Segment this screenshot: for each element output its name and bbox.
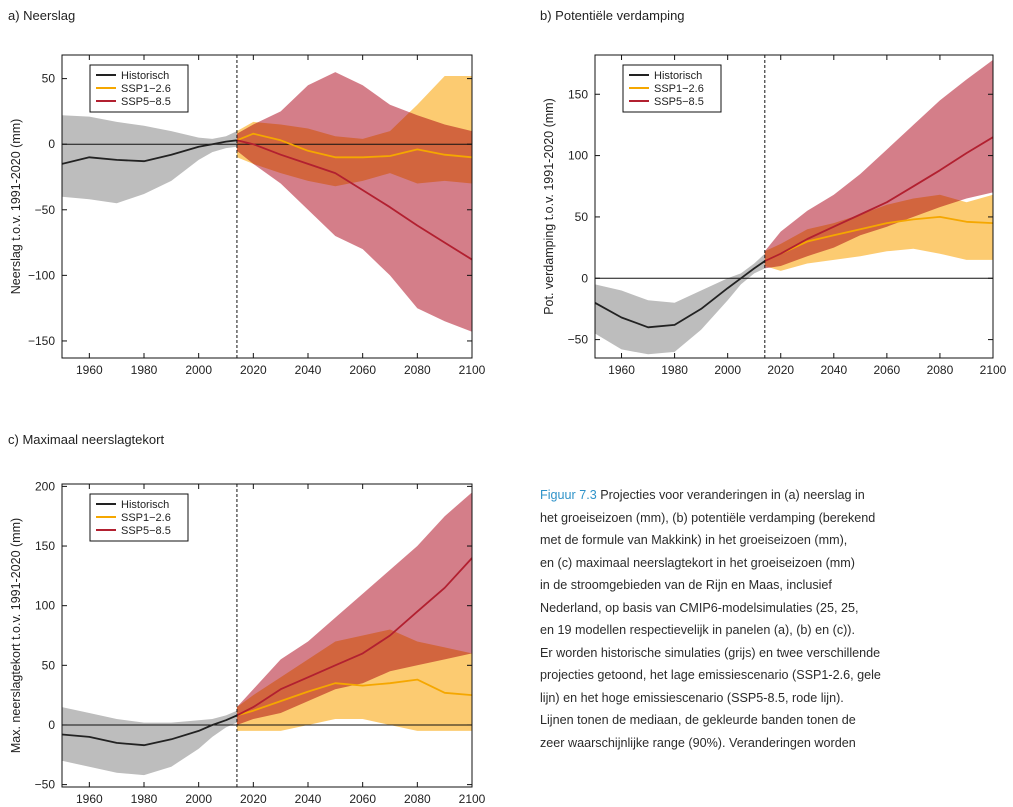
median-line-ssp126: [764, 216, 993, 262]
legend-label: Historisch: [654, 70, 702, 82]
caption-line-4: in de stroomgebieden van de Rijn en Maas…: [540, 578, 832, 592]
x-tick-label: 2060: [874, 363, 901, 377]
x-tick-label: 2020: [240, 792, 267, 806]
band-ssp126: [236, 76, 472, 187]
chart-panel-0: a) Neerslag 1960 1980 2000 2020 2040 2060 2080 2…: [8, 8, 486, 377]
caption-line-2: met de formule van Makkink) in het groei…: [540, 533, 848, 547]
y-tick-label: 200: [35, 479, 55, 493]
caption-line-8: projecties getoond, het lage emissiescen…: [540, 668, 881, 682]
chart-title: a) Neerslag: [8, 8, 75, 23]
plot-frame: [594, 54, 994, 359]
y-tick-label: −50: [568, 333, 589, 347]
x-tick-label: 2020: [240, 363, 267, 377]
y-axis-label: Pot. verdamping t.o.v. 1991-2020 (mm): [542, 98, 556, 315]
x-tick-label: 1960: [76, 792, 103, 806]
median-line-ssp126: [236, 678, 472, 717]
x-tick-label: 2000: [185, 792, 212, 806]
plot-frame: [61, 54, 473, 359]
band-historisch: [62, 707, 237, 776]
legend-label: SSP1−2.6: [121, 512, 171, 524]
median-line-ssp126: [236, 132, 472, 159]
x-tick-label: 1980: [131, 363, 158, 377]
plot-frame: [61, 483, 473, 788]
y-tick-label: 50: [575, 210, 589, 224]
caption-line: Figuur 7.3 Projecties voor veranderingen…: [540, 484, 1000, 507]
x-tick-label: 2040: [820, 363, 847, 377]
caption-line-7: Er worden historische simulaties (grijs)…: [540, 645, 881, 660]
x-tick-label: 2040: [295, 792, 322, 806]
chart-title: c) Maximaal neerslagtekort: [8, 432, 164, 447]
band-historisch: [595, 253, 765, 355]
x-tick-label: 2080: [404, 363, 431, 377]
legend-label: SSP1−2.6: [654, 83, 704, 95]
x-tick-label: 2080: [404, 792, 431, 806]
x-tick-label: 1960: [608, 363, 635, 377]
band-ssp585: [764, 59, 993, 269]
x-tick-label: 1980: [131, 792, 158, 806]
legend-label: SSP1−2.6: [121, 83, 171, 95]
x-tick-label: 2000: [714, 363, 741, 377]
median-line-ssp585: [764, 136, 993, 262]
plot-area: [62, 492, 472, 776]
caption-label: Figuur 7.3: [540, 488, 597, 502]
y-tick-label: 50: [42, 658, 56, 672]
x-tick-label: 2060: [349, 363, 376, 377]
x-tick-label: 2080: [927, 363, 954, 377]
y-tick-label: 0: [581, 271, 588, 285]
median-line-historisch: [595, 260, 766, 329]
y-tick-label: 100: [35, 599, 55, 613]
x-tick-label: 2000: [185, 363, 212, 377]
x-tick-label: 2100: [459, 363, 486, 377]
band-ssp126: [764, 194, 993, 271]
plot-area: [595, 59, 993, 355]
y-tick-label: −50: [35, 203, 56, 217]
x-tick-label: 1980: [661, 363, 688, 377]
caption-line-10: Lijnen tonen de mediaan, de gekleurde ba…: [540, 713, 856, 727]
y-tick-label: 50: [42, 72, 56, 86]
figure-caption: Figuur 7.3 Projecties voor veranderingen…: [540, 484, 1000, 754]
x-tick-label: 2060: [349, 792, 376, 806]
x-tick-label: 2100: [459, 792, 486, 806]
y-tick-label: −50: [35, 778, 56, 792]
band-ssp126: [236, 629, 472, 731]
legend-label: SSP5−8.5: [654, 96, 704, 108]
median-line-historisch: [62, 139, 238, 165]
caption-line-1: het groeiseizoen (mm), (b) potentiële ve…: [540, 510, 876, 525]
band-ssp585: [236, 492, 472, 725]
y-axis-label: Neerslag t.o.v. 1991-2020 (mm): [9, 119, 23, 295]
chart-title: b) Potentiële verdamping: [540, 8, 685, 23]
caption-line-11: zeer waarschijnlijke range (90%). Verand…: [540, 735, 856, 750]
y-tick-label: 100: [568, 149, 588, 163]
legend-label: Historisch: [121, 499, 169, 511]
caption-line-5: Nederland, op basis van CMIP6-modelsimul…: [540, 600, 859, 615]
caption-line-9: lijn) en het hoge emissiescenario (SSP5-…: [540, 690, 844, 705]
y-tick-label: −100: [28, 268, 55, 282]
caption-line-6: en 19 modellen respectievelijk in panele…: [540, 623, 855, 637]
legend-label: Historisch: [121, 70, 169, 82]
y-tick-label: 0: [48, 718, 55, 732]
chart-panel-1: b) Potentiële verdamping 1960 1980 2000 2020…: [540, 8, 1007, 377]
x-tick-label: 1960: [76, 363, 103, 377]
caption-line-3: en (c) maximaal neerslagtekort in het gr…: [540, 555, 855, 570]
y-axis-label: Max. neerslagtekort t.o.v. 1991-2020 (mm…: [9, 518, 23, 753]
y-tick-label: 150: [35, 539, 55, 553]
y-tick-label: −150: [28, 334, 55, 348]
y-tick-label: 0: [48, 137, 55, 151]
legend-label: SSP5−8.5: [121, 96, 171, 108]
x-tick-label: 2040: [295, 363, 322, 377]
x-tick-label: 2100: [980, 363, 1007, 377]
median-line-ssp585: [236, 139, 472, 261]
x-tick-label: 2020: [767, 363, 794, 377]
median-line-ssp585: [236, 557, 472, 717]
plot-area: [62, 72, 472, 332]
legend-label: SSP5−8.5: [121, 525, 171, 537]
caption-line-0: Projecties voor veranderingen in (a) nee…: [596, 488, 865, 502]
median-line-historisch: [62, 714, 238, 747]
y-tick-label: 150: [568, 87, 588, 101]
